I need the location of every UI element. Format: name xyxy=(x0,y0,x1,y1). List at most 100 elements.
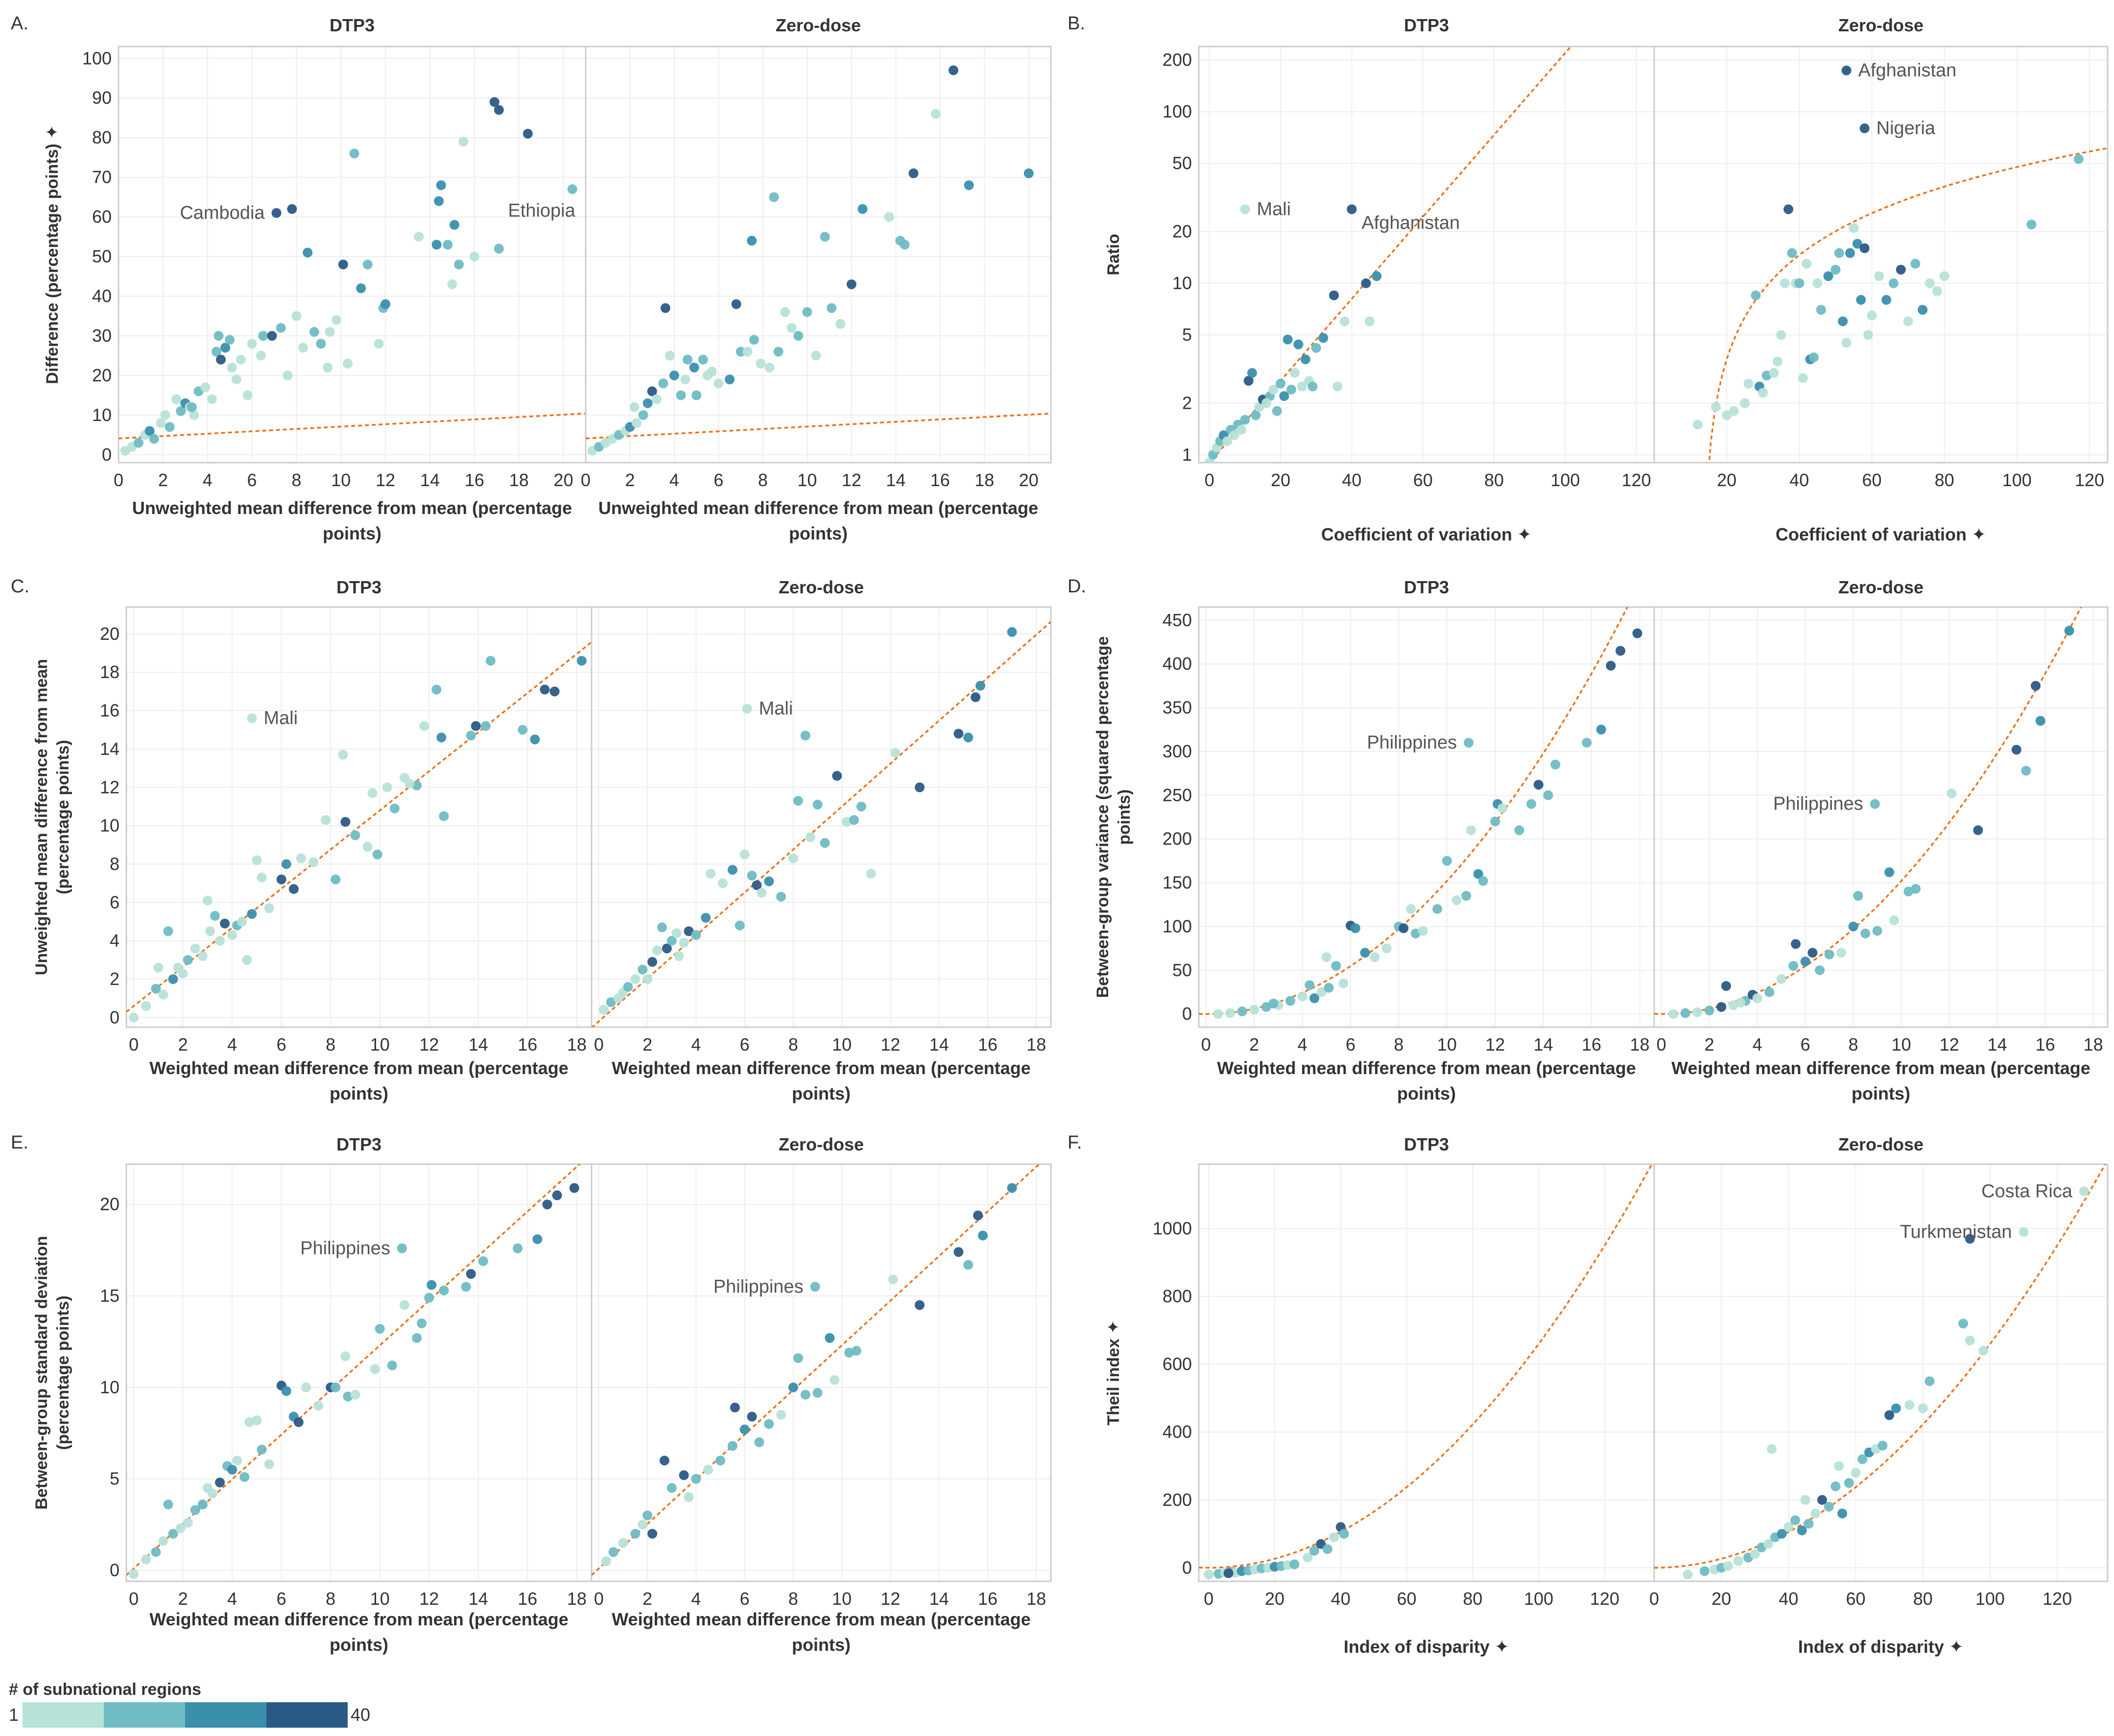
data-point xyxy=(618,1538,628,1548)
x-tick-label: 20 xyxy=(1019,470,1039,490)
x-tick-label: 12 xyxy=(880,1589,900,1609)
y-tick-label: 100 xyxy=(82,48,112,68)
data-point xyxy=(367,788,378,798)
panel-a: A.Difference (percentage points) ✦010203… xyxy=(11,13,1052,543)
data-point xyxy=(1769,368,1779,378)
x-tick-label: 10 xyxy=(1892,1034,1911,1055)
y-axis-title: Difference (percentage points) ✦ xyxy=(43,125,62,384)
data-point xyxy=(1751,290,1761,301)
data-point xyxy=(2064,626,2074,636)
y-axis-title: Between-group standard deviation xyxy=(32,1236,51,1509)
data-point xyxy=(657,922,667,933)
y-tick-label: 20 xyxy=(1172,221,1192,241)
x-tick-label: 2 xyxy=(642,1589,652,1609)
data-point xyxy=(1606,660,1616,671)
data-point xyxy=(489,97,499,107)
data-point xyxy=(1884,1410,1895,1420)
data-point xyxy=(397,1243,407,1253)
data-point xyxy=(220,343,231,353)
data-point xyxy=(674,951,684,962)
data-point xyxy=(978,1230,988,1241)
data-point xyxy=(2035,716,2045,726)
x-tick-label: 0 xyxy=(129,1034,139,1055)
data-point xyxy=(1911,884,1921,894)
data-point xyxy=(727,865,737,875)
x-axis-title: points) xyxy=(1852,1083,1910,1103)
panel-letter: E. xyxy=(11,1132,28,1153)
x-tick-label: 60 xyxy=(1397,1589,1417,1609)
data-point xyxy=(964,180,974,190)
x-axis-title: Weighted mean difference from mean (perc… xyxy=(1217,1058,1636,1078)
data-point xyxy=(168,1528,178,1539)
data-point xyxy=(812,799,823,810)
data-point xyxy=(820,232,830,242)
fit-line xyxy=(1199,607,1629,1015)
data-point xyxy=(267,330,277,341)
data-point xyxy=(1910,258,1921,269)
data-point xyxy=(414,232,424,242)
data-point xyxy=(1543,790,1553,800)
facet-frame xyxy=(1653,1163,2109,1582)
y-axis-title: Unweighted mean difference from mean xyxy=(32,659,51,975)
x-tick-label: 16 xyxy=(518,1034,537,1055)
data-point xyxy=(1925,278,1935,288)
x-tick-label: 100 xyxy=(2002,470,2032,490)
data-point xyxy=(293,1417,304,1427)
data-point xyxy=(731,299,741,309)
x-tick-label: 16 xyxy=(2036,1034,2055,1055)
data-point xyxy=(1881,295,1892,305)
data-point xyxy=(1947,788,1957,798)
x-tick-label: 0 xyxy=(1201,1034,1211,1055)
data-point xyxy=(793,796,803,806)
x-tick-label: 10 xyxy=(331,470,351,490)
data-point xyxy=(671,928,682,938)
x-tick-label: 8 xyxy=(326,1034,335,1055)
x-tick-label: 14 xyxy=(929,1034,949,1055)
x-tick-label: 120 xyxy=(2043,1589,2072,1609)
data-point xyxy=(691,930,701,940)
data-point xyxy=(321,815,331,825)
data-point xyxy=(706,868,716,879)
x-tick-label: 6 xyxy=(247,470,257,490)
data-point xyxy=(227,930,238,940)
x-axis-title: Unweighted mean difference from mean (pe… xyxy=(132,498,572,518)
data-point xyxy=(205,926,215,937)
data-point xyxy=(953,728,964,739)
facet-plot-area xyxy=(592,1164,1041,1576)
data-point xyxy=(793,1353,803,1363)
data-point xyxy=(684,1492,694,1502)
x-tick-label: 10 xyxy=(832,1034,852,1055)
data-point xyxy=(1874,271,1884,282)
point-annotation: Mali xyxy=(759,699,793,719)
data-point xyxy=(214,330,224,341)
x-tick-label: 2 xyxy=(158,470,168,490)
y-tick-label: 5 xyxy=(110,1469,119,1489)
point-annotation: Afghanistan xyxy=(1361,212,1460,233)
data-point xyxy=(220,918,230,929)
x-tick-label: 12 xyxy=(419,1034,439,1055)
y-tick-label: 0 xyxy=(1182,1557,1192,1577)
data-point xyxy=(1683,1570,1693,1580)
data-point xyxy=(291,311,302,321)
data-point xyxy=(449,220,459,230)
x-tick-label: 16 xyxy=(1582,1034,1601,1055)
x-tick-label: 18 xyxy=(1026,1034,1046,1055)
data-point xyxy=(189,410,199,420)
y-tick-label: 18 xyxy=(100,662,119,682)
data-point xyxy=(752,880,762,891)
data-point xyxy=(749,335,759,345)
y-tick-label: 350 xyxy=(1163,698,1192,718)
facet-title: DTP3 xyxy=(1404,15,1449,35)
x-tick-label: 4 xyxy=(1298,1034,1307,1055)
data-point xyxy=(1816,305,1826,315)
data-point xyxy=(1286,384,1296,395)
data-point xyxy=(1859,123,1870,134)
point-annotation: Afghanistan xyxy=(1858,60,1957,81)
data-point xyxy=(680,375,690,384)
data-point xyxy=(1965,1234,1975,1244)
data-point xyxy=(1857,1454,1868,1464)
data-point xyxy=(1735,997,1746,1008)
data-point xyxy=(149,434,159,444)
x-tick-label: 14 xyxy=(929,1589,949,1609)
data-point xyxy=(1888,278,1899,288)
